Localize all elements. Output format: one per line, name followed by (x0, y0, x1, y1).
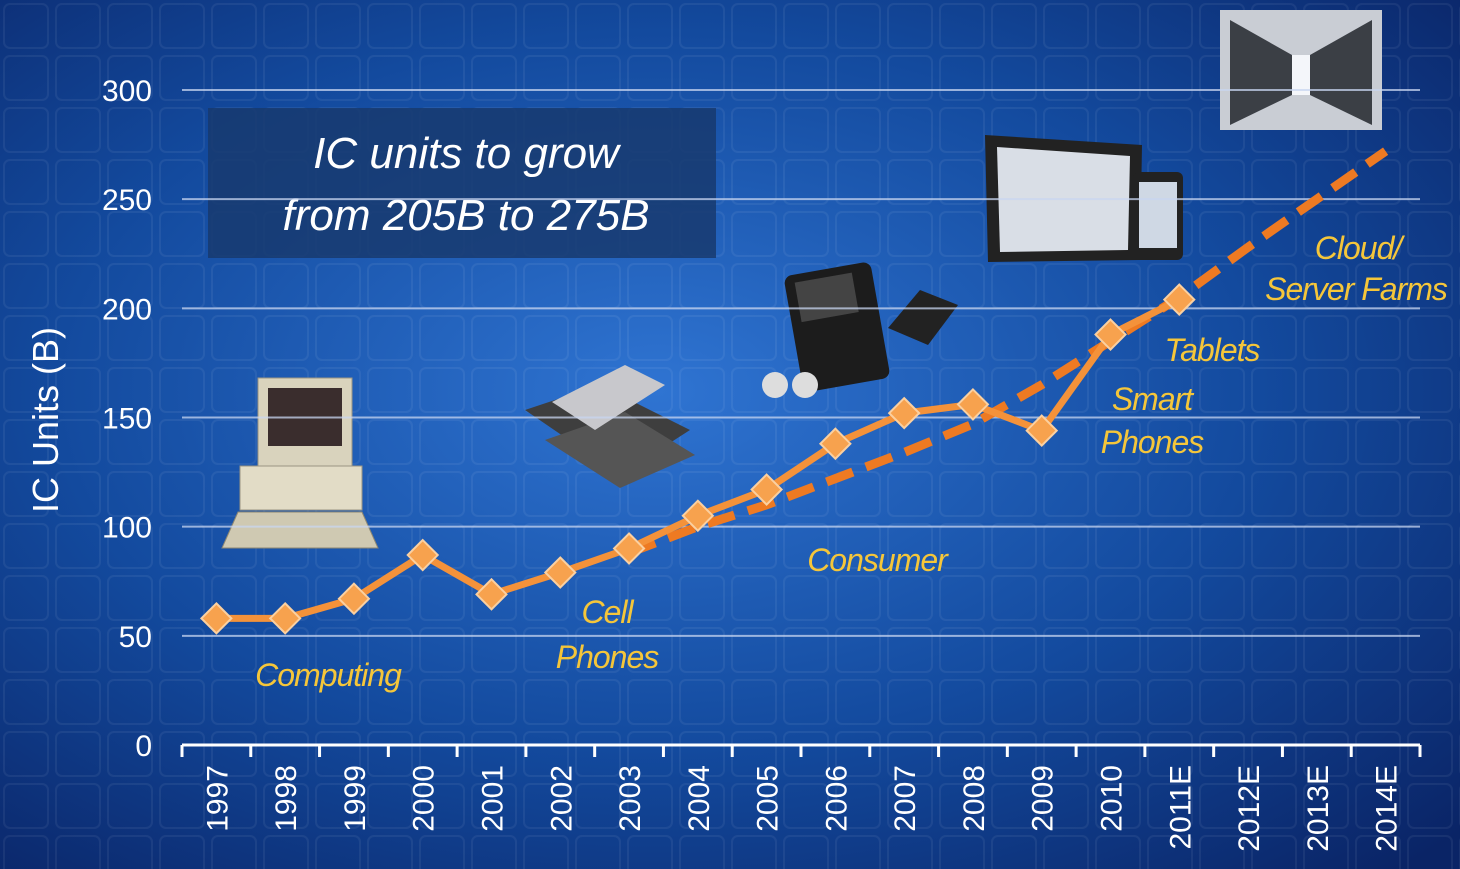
data-point (268, 601, 302, 635)
x-tick-label: 2009 (1027, 765, 1060, 832)
x-tick-label: 2012E (1233, 765, 1266, 852)
data-point (1162, 283, 1196, 317)
data-point (750, 473, 784, 506)
annotation: Cloud/ (1315, 230, 1406, 266)
y-tick-label: 200 (102, 293, 152, 326)
y-tick-label: 150 (102, 403, 152, 436)
x-tick-label: 2011E (1164, 765, 1197, 850)
x-tick-label: 2013E (1302, 765, 1335, 852)
x-tick-label: 2004 (683, 765, 716, 832)
plot-area (180, 89, 1422, 757)
data-point (543, 556, 577, 589)
annotation: Consumer (807, 542, 949, 578)
x-tick-label: 2010 (1096, 765, 1129, 832)
pc-illustration (221, 377, 379, 549)
data-point (887, 396, 921, 430)
x-tick-label: 2007 (889, 765, 922, 832)
y-tick-label: 100 (102, 512, 152, 545)
y-tick-label: 0 (135, 730, 152, 763)
player-illustration (762, 262, 958, 398)
annotation: Server Farms (1265, 271, 1448, 307)
data-point (1025, 414, 1059, 448)
data-point (681, 499, 715, 533)
annotation: Phones (1101, 424, 1205, 460)
server-illustration (1220, 10, 1382, 130)
data-point (818, 427, 852, 461)
x-tick-label: 2001 (477, 765, 510, 832)
x-tick-label: 2003 (614, 765, 647, 832)
x-tick-label: 2006 (820, 765, 853, 832)
x-tick-label: 2005 (752, 765, 785, 832)
data-point (406, 538, 440, 572)
annotation: Tablets (1165, 332, 1261, 368)
annotation: Phones (556, 639, 660, 675)
y-tick-label: 300 (102, 75, 152, 108)
y-tick-label: 50 (119, 621, 152, 654)
data-point (337, 582, 371, 616)
annotation: Computing (255, 657, 402, 693)
data-point (475, 577, 508, 611)
headline: IC units to grow (313, 129, 622, 178)
headline-box (208, 108, 716, 258)
x-tick-label: 1998 (270, 765, 303, 832)
x-tick-label: 2002 (545, 765, 578, 832)
data-point (1094, 318, 1127, 351)
x-tick-label: 1997 (201, 765, 234, 832)
annotation: Cell (581, 594, 634, 630)
data-point (956, 387, 990, 421)
x-tick-label: 1999 (339, 765, 372, 832)
x-tick-label: 2000 (408, 765, 441, 832)
data-point (612, 532, 646, 565)
x-tick-label: 2014E (1371, 765, 1404, 852)
trend-line (627, 147, 1389, 558)
annotation: Smart (1112, 381, 1194, 417)
data-point (199, 601, 233, 635)
phones-illustration (525, 365, 695, 488)
y-axis-label: IC Units (B) (25, 327, 66, 513)
y-tick-label: 250 (102, 184, 152, 217)
x-tick-label: 2008 (958, 765, 991, 832)
